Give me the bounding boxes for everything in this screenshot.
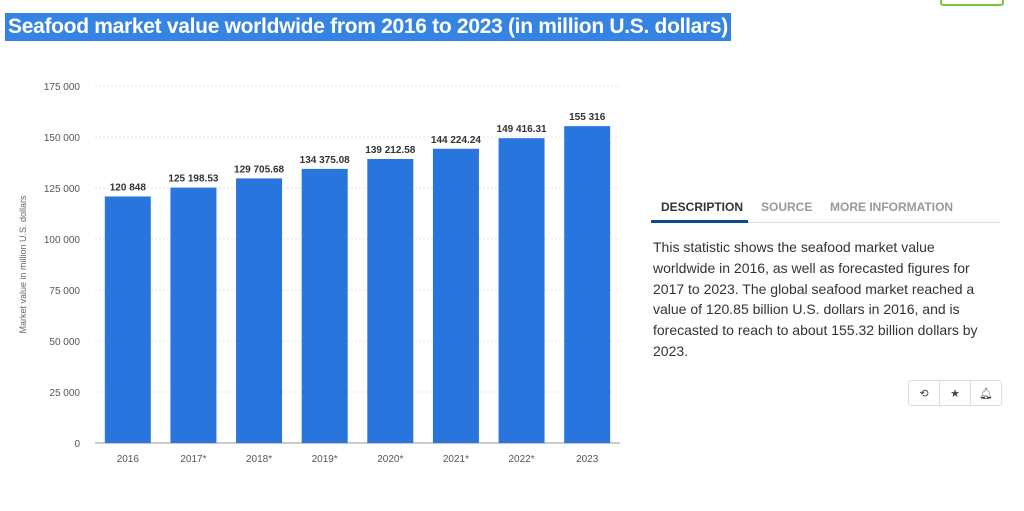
x-tick-label: 2020*	[377, 454, 403, 465]
bar[interactable]	[564, 126, 611, 443]
x-tick-label: 2023	[576, 454, 599, 465]
page-title: Seafood market value worldwide from 2016…	[5, 13, 731, 41]
bar[interactable]	[301, 168, 348, 443]
data-label: 155 316	[569, 112, 606, 123]
top-button[interactable]	[940, 0, 1004, 6]
y-tick-label: 0	[74, 439, 80, 450]
y-tick-label: 125 000	[44, 184, 81, 195]
bar-chart: 0 25 000 50 000 75 000 100 000 125 000 150 000…	[18, 82, 620, 465]
bell-icon[interactable]: 🔔︎	[970, 381, 1001, 405]
y-tick-label: 25 000	[49, 388, 80, 399]
tab-source[interactable]: SOURCE	[761, 200, 813, 214]
y-tick-label: 75 000	[49, 286, 80, 297]
history-icon[interactable]: ⟲	[919, 387, 929, 400]
tab-more-information[interactable]: MORE INFORMATION	[830, 200, 954, 214]
bar[interactable]	[170, 187, 217, 443]
description-text: This statistic shows the seafood market …	[653, 239, 978, 359]
active-tab-indicator	[651, 220, 748, 223]
bar[interactable]	[236, 178, 283, 443]
star-icon[interactable]: ★	[939, 381, 970, 405]
y-axis-label: Market value in million U.S. dollars	[18, 195, 28, 334]
data-label: 149 416.31	[497, 124, 547, 135]
y-tick-label: 150 000	[44, 133, 81, 144]
x-tick-label: 2022*	[508, 454, 534, 465]
x-tick-label: 2019*	[312, 454, 338, 465]
data-label: 125 198.53	[168, 174, 218, 185]
bar[interactable]	[498, 138, 545, 443]
y-tick-label: 175 000	[44, 82, 81, 93]
action-buttons: ⟲ ★ 🔔︎	[908, 380, 1002, 406]
data-label: 129 705.68	[234, 164, 284, 175]
y-tick-label: 50 000	[49, 337, 80, 348]
x-tick-label: 2017*	[180, 454, 206, 465]
info-tabs: DESCRIPTION SOURCE MORE INFORMATION	[651, 194, 1000, 223]
y-tick-label: 100 000	[44, 235, 81, 246]
x-tick-label: 2018*	[246, 454, 272, 465]
data-label: 134 375.08	[300, 155, 350, 166]
bar[interactable]	[104, 196, 151, 443]
tab-description[interactable]: DESCRIPTION	[661, 200, 744, 214]
data-label: 139 212.58	[365, 145, 415, 156]
bar[interactable]	[367, 159, 414, 443]
bar[interactable]	[432, 148, 479, 444]
x-tick-label: 2016	[117, 454, 140, 465]
data-label: 144 224.24	[431, 135, 481, 146]
data-label: 120 848	[110, 182, 147, 193]
x-tick-label: 2021*	[443, 454, 469, 465]
